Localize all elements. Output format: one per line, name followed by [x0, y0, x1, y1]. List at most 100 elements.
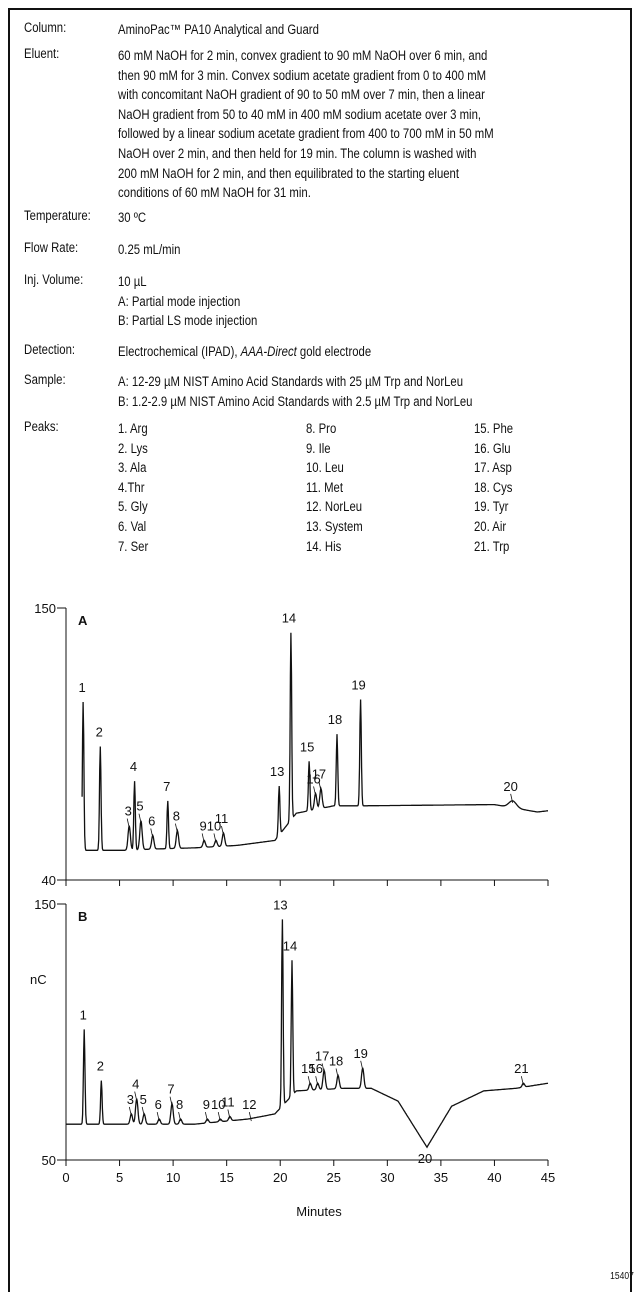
peak-leader: [307, 1076, 311, 1086]
peak-entry: 18. Cys: [474, 479, 513, 495]
peak-label: 16: [306, 771, 320, 786]
temperature-value: 30 ºC: [118, 210, 147, 225]
peak-label: 3: [127, 1092, 134, 1107]
peak-leader: [169, 1096, 173, 1106]
sample-line: A: 12-29 µM NIST Amino Acid Standards wi…: [118, 374, 464, 389]
x-tick-label: 35: [434, 1170, 448, 1185]
x-tick-label: 45: [541, 1170, 555, 1185]
detection-value: Electrochemical (IPAD), AAA-Direct gold …: [118, 342, 371, 362]
inj-volume-label: Inj. Volume:: [24, 272, 84, 287]
peak-label: 20: [503, 779, 517, 794]
peak-entry: 3. Ala: [118, 460, 147, 476]
peak-label: 13: [273, 897, 287, 912]
panel-letter: A: [78, 613, 88, 628]
peak-label: 5: [140, 1092, 147, 1107]
eluent-line: conditions of 60 mM NaOH for 31 min.: [118, 185, 311, 201]
peak-entry: 4.Thr: [118, 479, 145, 495]
peak-label: 2: [97, 1059, 104, 1074]
peak-leader: [248, 1111, 252, 1122]
figure-frame: [8, 8, 632, 1292]
peak-label: 3: [125, 804, 132, 819]
peak-entry: 10. Leu: [306, 460, 344, 476]
eluent-line: 60 mM NaOH for 2 min, convex gradient to…: [118, 48, 488, 63]
peak-label: 8: [173, 809, 180, 824]
eluent-line: followed by a linear sodium acetate grad…: [118, 126, 494, 142]
y-tick-label: 150: [34, 897, 56, 912]
detection-suffix: gold electrode: [296, 344, 372, 359]
peaks-label: Peaks:: [24, 419, 59, 434]
peak-label: 1: [79, 680, 86, 695]
peak-label: 2: [96, 724, 103, 739]
x-tick-label: 40: [487, 1170, 501, 1185]
x-tick-label: 25: [327, 1170, 341, 1185]
peak-label: 5: [136, 799, 143, 814]
peak-label: 17: [315, 1048, 329, 1063]
eluent-line: NaOH over 2 min, and then held for 19 mi…: [118, 145, 477, 161]
peak-label: 17: [312, 767, 326, 782]
eluent-label: Eluent:: [24, 46, 60, 61]
peak-label: 7: [163, 779, 170, 794]
peak-entry: 20. Air: [474, 518, 507, 534]
eluent-line: NaOH gradient from 50 to 40 mM in 400 mM…: [118, 106, 482, 122]
peak-entry: 2. Lys: [118, 440, 148, 456]
peaks-column-1: 1. Arg 2. Lys 3. Ala 4.Thr 5. Gly 6. Val…: [118, 419, 148, 556]
flow-rate-value: 0.25 mL/min: [118, 242, 181, 257]
panel-letter: B: [78, 909, 87, 924]
peak-leader: [156, 1111, 160, 1122]
detection-prefix: Electrochemical (IPAD),: [118, 344, 241, 359]
sample-label: Sample:: [24, 372, 66, 387]
detection-italic: AAA-Direct: [240, 344, 297, 359]
peak-leader: [126, 818, 130, 828]
eluent-text: 60 mM NaOH for 2 min, convex gradient to…: [118, 46, 494, 203]
peak-leader: [128, 1106, 132, 1117]
y-tick-label: 150: [34, 601, 56, 616]
peak-label: 15: [300, 739, 314, 754]
inj-volume-line: B: Partial LS mode injection: [118, 313, 258, 329]
eluent-line: 200 mM NaOH for 2 min, and then equilibr…: [118, 165, 460, 181]
detection-label: Detection:: [24, 342, 76, 357]
x-tick-label: 20: [273, 1170, 287, 1185]
peak-leader: [134, 1091, 138, 1101]
peak-entry: 11. Met: [306, 479, 343, 495]
peak-leader: [201, 833, 205, 843]
peak-label: 6: [155, 1097, 162, 1112]
column-label: Column:: [24, 20, 67, 35]
peak-entry: 7. Ser: [118, 538, 149, 554]
peak-entry: 1. Arg: [118, 421, 148, 436]
peak-entry: 9. Ile: [306, 440, 331, 456]
peak-entry: 12. NorLeu: [306, 499, 363, 515]
peak-label: 10: [207, 818, 221, 833]
peak-entry: 6. Val: [118, 518, 147, 534]
peak-entry: 8. Pro: [306, 421, 337, 436]
peak-label: 14: [283, 938, 297, 953]
peak-label: 20: [418, 1151, 432, 1166]
inj-volume-line: A: Partial mode injection: [118, 293, 241, 309]
x-tick-label: 5: [116, 1170, 123, 1185]
peak-label: 4: [132, 1077, 139, 1092]
peak-label: 12: [242, 1097, 256, 1112]
peak-leader: [138, 813, 142, 823]
peak-label: 4: [130, 759, 137, 774]
eluent-line: with concomitant NaOH gradient of 90 to …: [118, 87, 485, 103]
peak-entry: 13. System: [306, 518, 363, 534]
peak-label: 9: [203, 1097, 210, 1112]
chromatogram-trace: [66, 919, 549, 1149]
peak-label: 13: [270, 764, 284, 779]
peak-label: 18: [328, 712, 342, 727]
eluent-line: then 90 mM for 3 min. Convex sodium acet…: [118, 67, 487, 83]
inj-volume-text: 10 µL A: Partial mode injection B: Parti…: [118, 272, 257, 331]
peak-label: 10: [211, 1097, 225, 1112]
peak-leader: [510, 793, 514, 803]
sample-line: B: 1.2-2.9 µM NIST Amino Acid Standards …: [118, 393, 473, 409]
peak-leader: [520, 1076, 524, 1086]
x-tick-label: 15: [219, 1170, 233, 1185]
sample-text: A: 12-29 µM NIST Amino Acid Standards wi…: [118, 372, 472, 411]
y-axis-label: nC: [30, 972, 47, 987]
peak-entry: 17. Asp: [474, 460, 512, 476]
peaks-column-2: 8. Pro 9. Ile 10. Leu 11. Met 12. NorLeu…: [306, 419, 363, 556]
peak-label: 19: [351, 677, 365, 692]
peak-leader: [321, 1063, 325, 1073]
peak-label: 14: [282, 611, 296, 626]
inj-volume-line: 10 µL: [118, 274, 147, 289]
